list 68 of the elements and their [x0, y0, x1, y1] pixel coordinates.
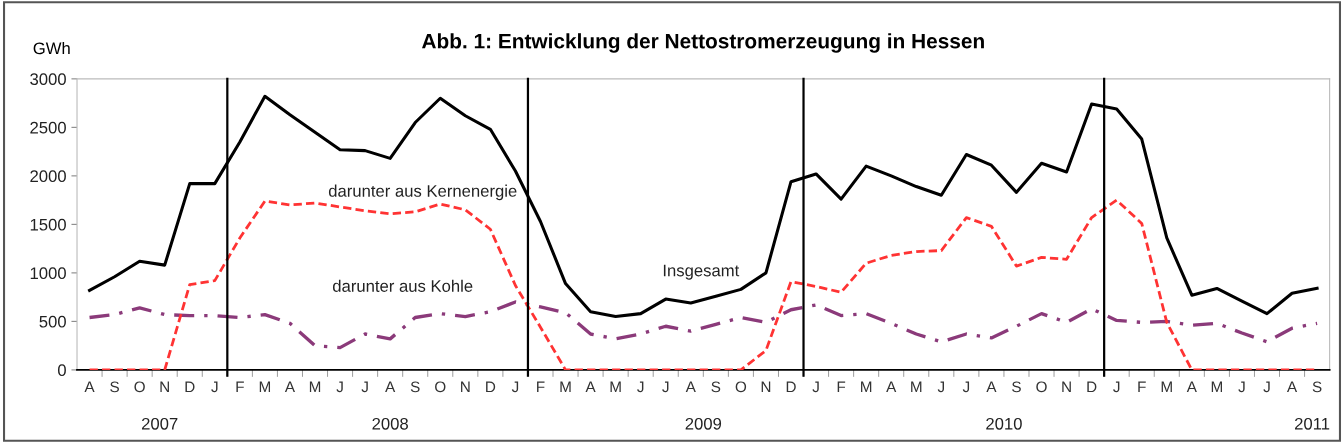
x-tick-label: O	[134, 381, 145, 393]
y-tick-label: 0	[57, 364, 66, 377]
x-tick-label: A	[1286, 381, 1298, 393]
x-tick-label: J	[336, 381, 343, 393]
y-axis-title: GWh	[33, 41, 70, 55]
x-tick-label: A	[385, 381, 396, 393]
line-series	[87, 300, 1319, 350]
x-tick-label: A	[84, 381, 95, 393]
x-tick-label: N	[160, 381, 169, 393]
y-tick-label: 1000	[30, 267, 66, 280]
series-label: darunter aus Kernenergie	[328, 184, 517, 201]
series-label: darunter aus Kohle	[332, 279, 473, 292]
y-tick-label: 3000	[30, 73, 66, 86]
text: 2008	[372, 417, 408, 430]
y-tick-label: 1500	[30, 218, 66, 231]
x-tick-label: J	[812, 381, 819, 393]
series-label: Insgesamt	[663, 264, 740, 280]
x-tick-label: M	[560, 381, 571, 393]
x-tick-label: A	[886, 381, 897, 393]
x-tick-label: M	[861, 381, 872, 393]
x-tick-label: M	[1161, 381, 1172, 393]
x-tick-label: S	[711, 381, 721, 393]
x-tick-label: J	[361, 381, 368, 393]
x-tick-label: J	[1113, 381, 1120, 393]
chart-title: Abb. 1: Entwicklung der Nettostromerzeugung in Hessen	[421, 33, 984, 53]
x-tick-label: S	[1312, 381, 1322, 393]
x-tick-label: O	[1036, 381, 1047, 393]
x-tick-label: J	[511, 381, 519, 393]
text: 2011	[1295, 417, 1330, 430]
text: 2010	[986, 417, 1022, 430]
y-tick-label: 2500	[30, 121, 66, 134]
x-tick-label: A	[585, 381, 596, 393]
y-tick-label: 500	[39, 315, 66, 328]
x-tick-label: J	[637, 381, 644, 393]
x-tick-label: A	[986, 381, 997, 393]
x-tick-label: F	[837, 381, 846, 393]
x-tick-label: J	[1263, 381, 1270, 393]
x-tick-label: S	[410, 381, 420, 393]
x-tick-label: S	[110, 381, 119, 393]
x-tick-label: N	[461, 381, 470, 393]
x-tick-label: A	[284, 381, 296, 393]
text: 2007	[141, 417, 178, 430]
x-tick-label: N	[1062, 381, 1071, 393]
x-tick-label: F	[1138, 381, 1146, 393]
x-tick-label: D	[1087, 381, 1097, 393]
x-tick-label: D	[786, 381, 796, 393]
x-tick-label: S	[1012, 381, 1021, 393]
x-tick-label: J	[1238, 381, 1245, 393]
x-tick-label: F	[537, 381, 545, 393]
x-tick-label: J	[962, 381, 970, 393]
x-tick-label: D	[185, 381, 195, 393]
x-tick-label: F	[236, 381, 244, 393]
x-tick-label: O	[735, 381, 747, 393]
x-tick-label: J	[937, 381, 944, 393]
x-tick-label: M	[309, 381, 321, 393]
x-tick-label: D	[486, 381, 496, 393]
x-tick-label: A	[1186, 381, 1197, 393]
x-tick-label: M	[1211, 381, 1222, 393]
x-tick-label: J	[662, 381, 669, 393]
x-tick-label: J	[211, 381, 218, 393]
x-tick-label: M	[911, 381, 922, 393]
x-tick-label: A	[685, 381, 696, 393]
x-tick-label: M	[610, 381, 621, 393]
x-tick-label: N	[761, 381, 771, 393]
x-tick-label: M	[259, 381, 271, 393]
text: 2009	[685, 417, 722, 430]
y-tick-label: 2000	[30, 170, 66, 183]
x-tick-label: O	[435, 381, 446, 393]
